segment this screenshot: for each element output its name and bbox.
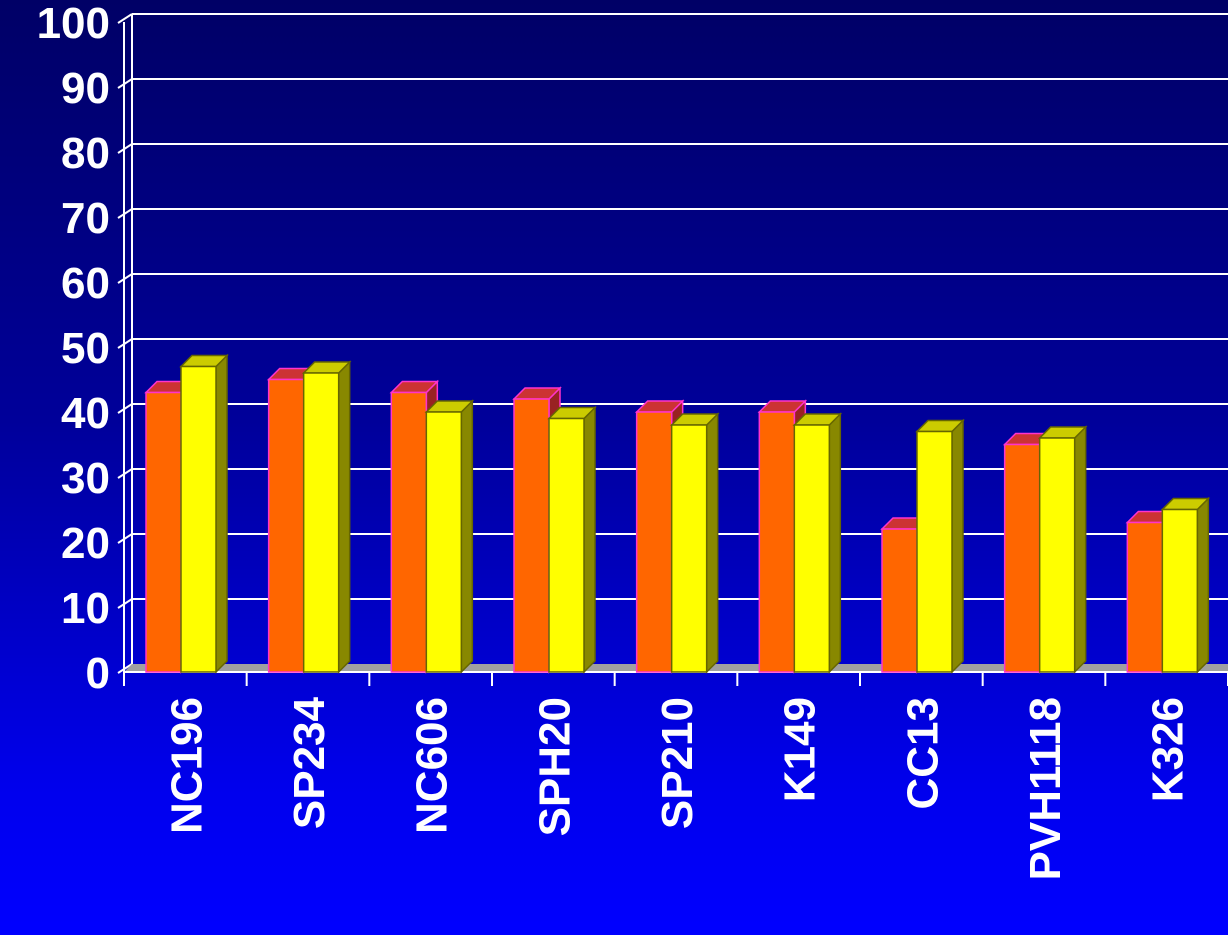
bar — [179, 353, 229, 674]
bar-front — [793, 424, 831, 673]
y-tick-mark — [117, 13, 133, 24]
x-tick-labels: NC196 SP234 NC606 SPH20 SP210 K149 CC13 PVH1118… — [162, 696, 1192, 880]
bar-front — [267, 378, 305, 673]
bar-front — [548, 417, 585, 673]
y-tick-label: 80 — [61, 129, 110, 178]
bar-side — [828, 412, 842, 674]
x-tick-label: SP234 — [285, 696, 334, 829]
bar — [424, 399, 475, 674]
x-tick-label: K149 — [776, 697, 825, 802]
bar-side — [583, 405, 596, 674]
y-tick-label: 100 — [37, 0, 110, 48]
bar-front — [145, 391, 182, 673]
y-tick-label: 60 — [61, 259, 110, 308]
bar-front — [635, 411, 673, 673]
bar-front — [881, 528, 918, 673]
y-tick-label: 20 — [61, 519, 110, 568]
bar — [301, 360, 352, 674]
bar-front — [670, 424, 708, 673]
bar-front — [758, 411, 796, 673]
x-tick-label: CC13 — [898, 697, 947, 810]
bar-front — [1126, 521, 1164, 673]
bar-side — [951, 418, 964, 674]
x-tick-label: NC196 — [162, 697, 211, 834]
y-tick-label: 90 — [61, 64, 110, 113]
bar-side — [705, 412, 719, 674]
x-tick-label: NC606 — [408, 697, 457, 834]
bar — [792, 412, 843, 674]
y-tick-label: 50 — [61, 324, 110, 373]
y-tick-label: 10 — [61, 584, 110, 633]
bar-side — [1196, 496, 1210, 674]
bar-front — [916, 430, 953, 673]
x-tick-label: PVH1118 — [1021, 697, 1070, 881]
bar — [915, 418, 965, 674]
bar-front — [425, 411, 463, 673]
y-tick-label: 40 — [61, 389, 110, 438]
x-tick-label: SPH20 — [530, 697, 579, 836]
bar-front — [513, 398, 550, 673]
bar-side — [337, 360, 351, 674]
bar — [1037, 425, 1088, 674]
bar — [547, 405, 597, 674]
bar-front — [1161, 508, 1199, 673]
bar-side — [460, 399, 474, 674]
bar-front — [1003, 443, 1041, 673]
bar-front — [1038, 437, 1076, 673]
bar — [669, 412, 720, 674]
y-tick-label: 70 — [61, 194, 110, 243]
y-tick-label: 0 — [86, 649, 110, 698]
bar — [1160, 496, 1211, 674]
bars — [144, 353, 1211, 674]
bar-side — [1073, 425, 1087, 674]
bar-side — [215, 353, 228, 674]
y-tick-labels: 0 10 20 30 40 50 60 70 80 90 100 — [37, 0, 110, 698]
bar-front — [390, 391, 428, 673]
bar-front — [180, 365, 217, 673]
x-tick-label: K326 — [1144, 697, 1193, 802]
bar-front — [302, 372, 340, 673]
x-tick-label: SP210 — [653, 697, 702, 829]
y-tick-label: 30 — [61, 454, 110, 503]
